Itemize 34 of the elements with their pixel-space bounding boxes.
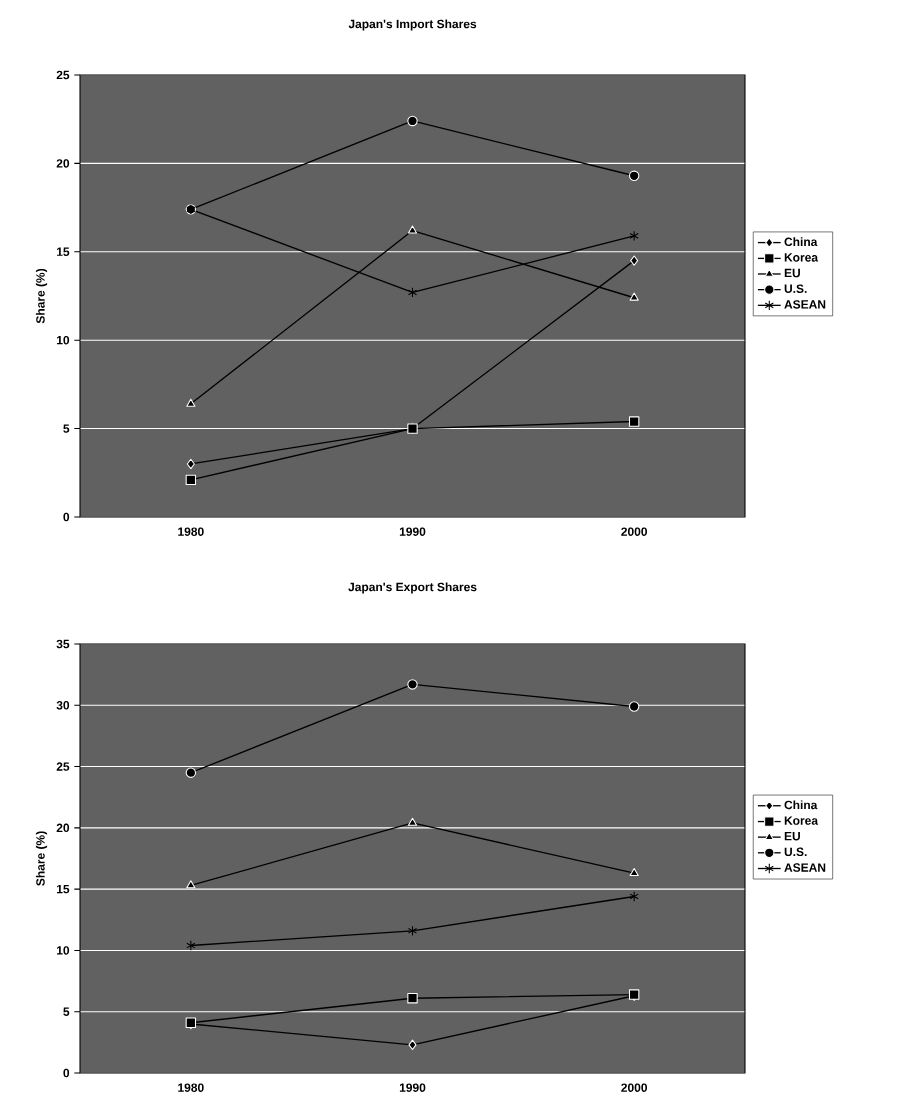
legend-label: EU	[784, 268, 800, 278]
y-tick-label: 25	[56, 70, 70, 80]
legend-label: U.S.	[784, 284, 807, 293]
legend-label: ASEAN	[784, 300, 826, 309]
legend-label: China	[784, 800, 818, 810]
y-tick-label: 20	[56, 159, 70, 168]
legend-label: China	[784, 237, 818, 247]
y-tick-label: 30	[56, 701, 70, 710]
x-tick-label: 1990	[399, 1083, 426, 1092]
legend-label: Korea	[784, 253, 819, 262]
y-tick-label: 35	[56, 639, 70, 649]
x-tick-label: 1980	[178, 527, 204, 536]
y-tick-label: 5	[63, 1007, 70, 1016]
chart-title: Japan's Export Shares	[348, 582, 477, 594]
x-tick-label: 1980	[178, 1083, 204, 1092]
x-tick-label: 1990	[399, 527, 426, 536]
y-tick-label: 10	[57, 946, 70, 955]
y-tick-label: 25	[56, 762, 70, 771]
legend-label: U.S.	[784, 847, 807, 857]
y-tick-label: 0	[63, 512, 70, 522]
y-tick-label: 0	[63, 1068, 70, 1078]
y-tick-label: 10	[57, 335, 70, 345]
y-axis-title: Share (%)	[35, 268, 48, 324]
chart-title: Japan's Import Shares	[348, 19, 477, 31]
x-tick-label: 2000	[621, 1083, 648, 1092]
y-axis-title: Share (%)	[35, 831, 48, 886]
y-tick-label: 15	[57, 884, 70, 894]
y-tick-label: 15	[57, 247, 70, 256]
y-tick-label: 20	[56, 823, 70, 833]
y-tick-label: 5	[63, 424, 70, 433]
legend-label: EU	[784, 832, 800, 841]
legend-label: ASEAN	[784, 863, 826, 872]
x-tick-label: 2000	[621, 527, 648, 536]
legend-label: Korea	[784, 816, 819, 825]
